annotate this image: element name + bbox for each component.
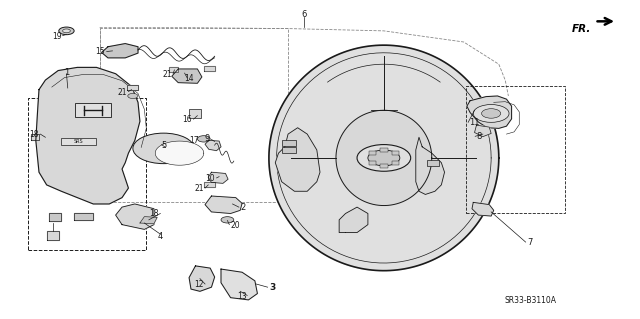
Text: 1: 1 xyxy=(64,68,69,77)
Bar xyxy=(28,98,147,250)
Text: 18: 18 xyxy=(29,130,39,138)
Polygon shape xyxy=(74,213,93,220)
Bar xyxy=(100,28,288,202)
Bar xyxy=(189,109,200,118)
Text: 19: 19 xyxy=(52,32,61,41)
Polygon shape xyxy=(416,137,445,195)
Text: 9: 9 xyxy=(205,134,210,143)
Circle shape xyxy=(133,133,194,164)
Bar xyxy=(61,138,97,145)
Polygon shape xyxy=(474,125,491,137)
Polygon shape xyxy=(116,204,154,229)
Polygon shape xyxy=(205,140,221,151)
Polygon shape xyxy=(204,182,214,188)
Text: 21: 21 xyxy=(195,184,204,193)
Polygon shape xyxy=(467,96,511,128)
Bar xyxy=(369,151,376,155)
Polygon shape xyxy=(140,217,157,224)
Polygon shape xyxy=(169,67,178,72)
Text: 5: 5 xyxy=(162,141,167,150)
Polygon shape xyxy=(339,207,368,233)
Polygon shape xyxy=(47,231,60,241)
Bar xyxy=(76,103,111,117)
Text: 18: 18 xyxy=(150,209,159,218)
Polygon shape xyxy=(204,66,214,71)
Bar xyxy=(369,161,376,165)
Bar xyxy=(392,161,399,165)
Text: SRS: SRS xyxy=(74,139,84,144)
Text: 11: 11 xyxy=(468,118,479,128)
Polygon shape xyxy=(205,196,242,213)
Bar xyxy=(466,86,564,213)
Polygon shape xyxy=(472,202,493,216)
Text: 4: 4 xyxy=(157,232,163,241)
Text: 21: 21 xyxy=(118,88,127,97)
Text: FR.: FR. xyxy=(572,24,591,34)
Polygon shape xyxy=(189,266,214,291)
Circle shape xyxy=(221,217,234,223)
Bar xyxy=(282,147,296,152)
Bar xyxy=(282,140,296,146)
Polygon shape xyxy=(31,134,39,140)
Circle shape xyxy=(63,29,70,33)
Polygon shape xyxy=(208,172,228,183)
Polygon shape xyxy=(275,128,320,191)
Text: 8: 8 xyxy=(476,132,482,141)
Circle shape xyxy=(357,145,411,171)
Polygon shape xyxy=(36,67,140,204)
Text: 6: 6 xyxy=(301,11,307,19)
Bar xyxy=(392,151,399,155)
Circle shape xyxy=(473,105,509,122)
Circle shape xyxy=(368,150,400,166)
Circle shape xyxy=(128,93,138,99)
Text: 3: 3 xyxy=(269,283,275,292)
Polygon shape xyxy=(269,45,499,271)
Polygon shape xyxy=(336,110,432,205)
Text: 2: 2 xyxy=(241,203,246,211)
Bar xyxy=(380,148,388,152)
Bar xyxy=(428,160,439,166)
Circle shape xyxy=(156,141,204,165)
Polygon shape xyxy=(172,69,202,83)
Text: 10: 10 xyxy=(205,174,215,183)
Text: 20: 20 xyxy=(230,221,240,230)
Text: 12: 12 xyxy=(195,279,204,288)
Polygon shape xyxy=(221,269,257,300)
Text: 17: 17 xyxy=(189,136,198,145)
Text: SR33-B3110A: SR33-B3110A xyxy=(505,296,557,305)
Polygon shape xyxy=(127,85,138,90)
Circle shape xyxy=(197,136,210,142)
Text: 13: 13 xyxy=(237,292,246,301)
Polygon shape xyxy=(49,213,61,221)
Polygon shape xyxy=(102,44,138,58)
Bar xyxy=(380,164,388,168)
Text: 21: 21 xyxy=(163,70,172,79)
Text: 15: 15 xyxy=(95,47,105,56)
Circle shape xyxy=(59,27,74,35)
Text: 16: 16 xyxy=(182,115,192,124)
Text: 14: 14 xyxy=(184,74,194,83)
Text: 7: 7 xyxy=(527,238,533,247)
Circle shape xyxy=(481,109,500,118)
